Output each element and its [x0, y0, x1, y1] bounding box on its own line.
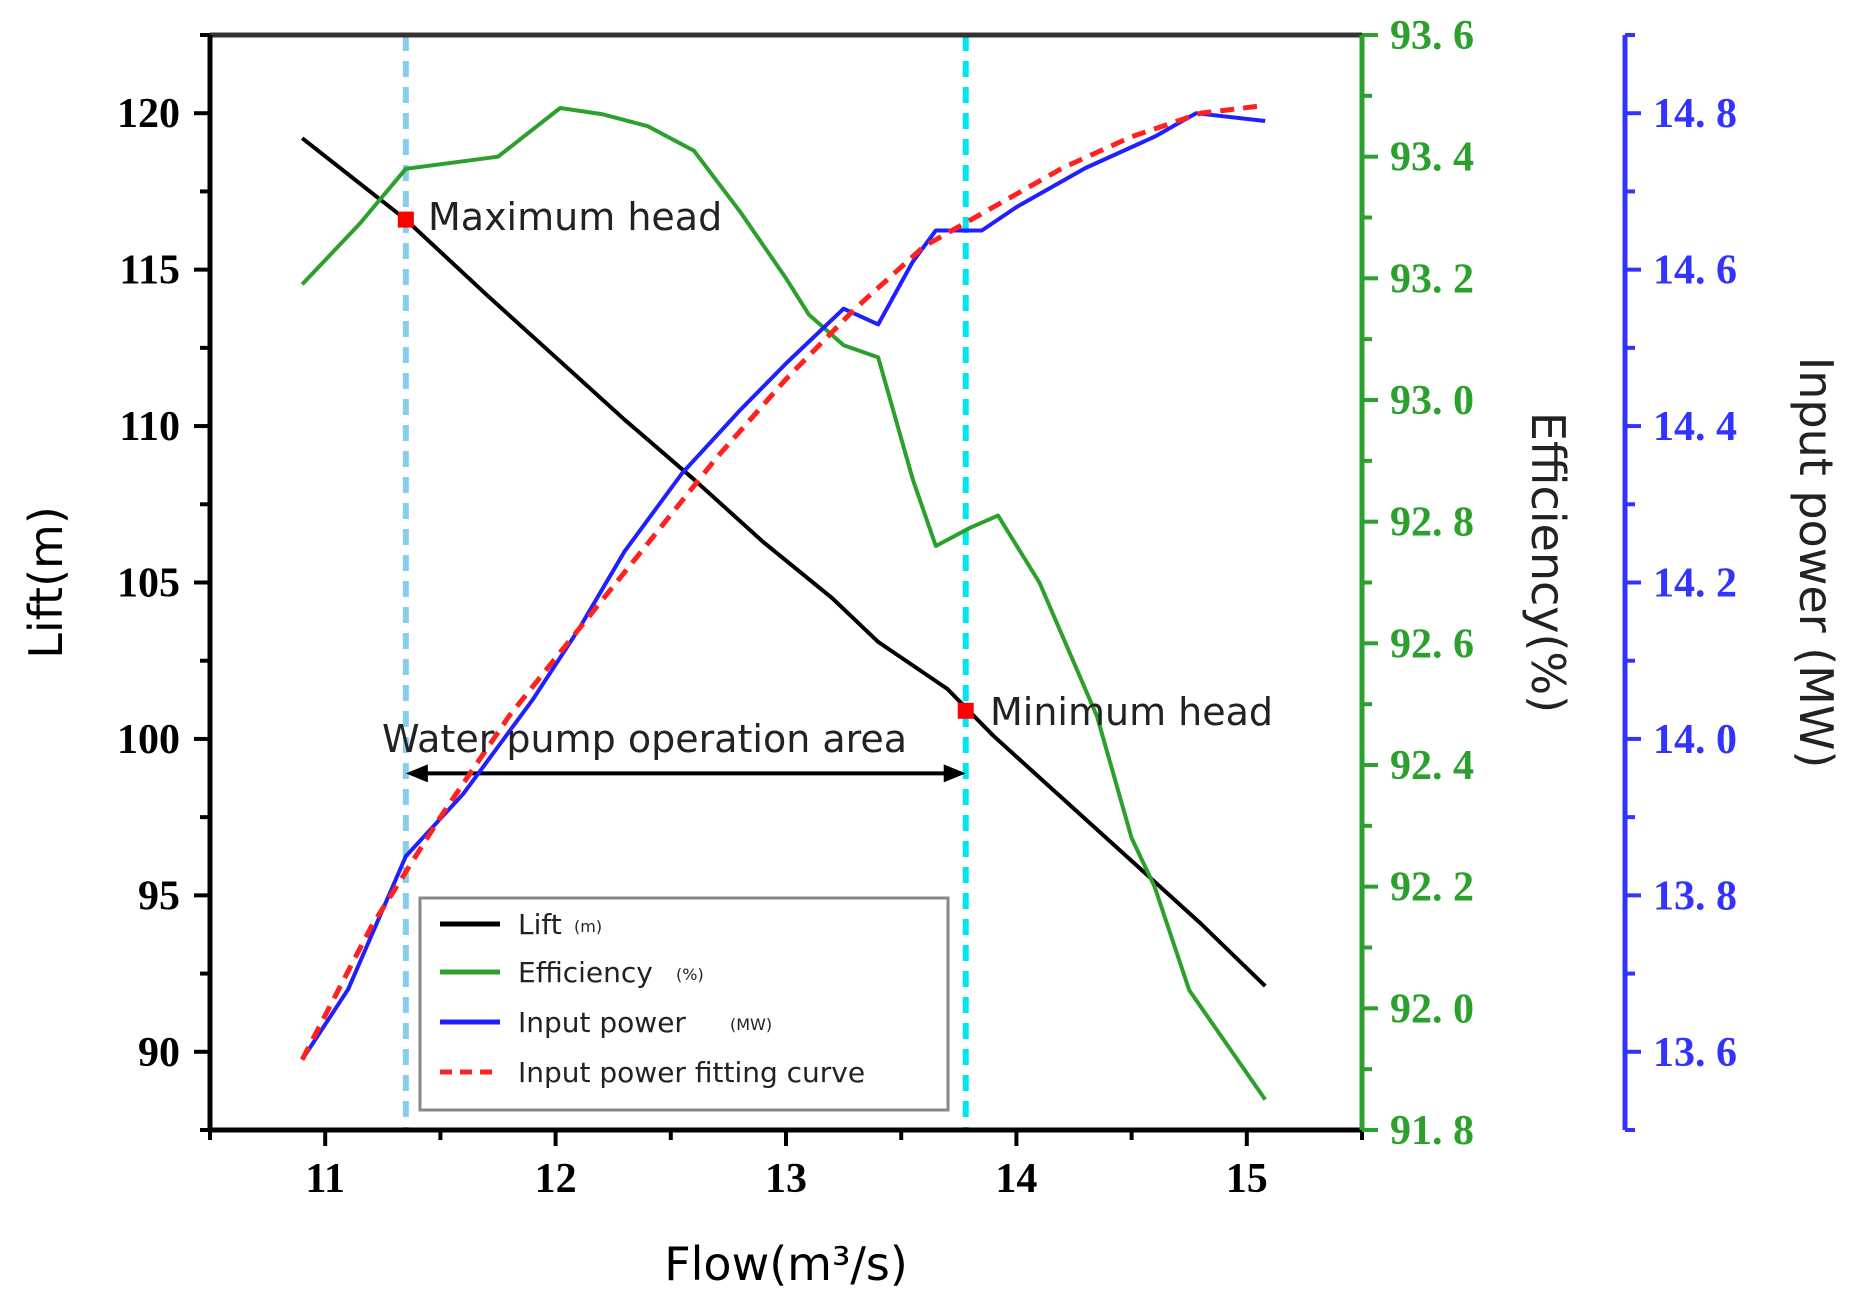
minimum-head-marker: [957, 702, 974, 719]
legend-label-fitting-curve: Input power fitting curve: [518, 1056, 865, 1089]
efficiency-axis-title: Efficiency(%): [1521, 412, 1575, 713]
data-series: [299, 102, 1267, 1101]
lift-tick-label: 120: [117, 91, 180, 137]
x-tick-label: 12: [535, 1156, 577, 1202]
efficiency-line: [300, 106, 1267, 1101]
lift-tick-label: 100: [117, 717, 180, 763]
legend-unit-input-power: (MW): [730, 1015, 772, 1034]
x-axis-title: Flow(m³/s): [664, 1237, 908, 1291]
efficiency-tick-label: 92. 6: [1390, 621, 1474, 667]
power-tick-label: 14. 0: [1653, 717, 1737, 763]
annotations: Maximum head Minimum head Water pump ope…: [382, 195, 1273, 761]
lift-tick-label: 95: [138, 873, 180, 919]
efficiency-tick-label: 92. 2: [1390, 865, 1474, 911]
lift-line: [300, 136, 1267, 988]
power-axis-title: Input power (MW): [1789, 357, 1843, 769]
lift-tick-label: 105: [117, 561, 180, 607]
input-power-line: [300, 111, 1266, 1061]
legend-label-input-power: Input power: [518, 1006, 686, 1039]
fitting-curve-line: [299, 102, 1266, 1061]
efficiency-tick-label: 93. 4: [1390, 135, 1474, 181]
operation-area-label: Water pump operation area: [382, 717, 907, 761]
efficiency-tick-label: 93. 0: [1390, 378, 1474, 424]
power-tick-label: 14. 8: [1653, 91, 1737, 137]
efficiency-tick-label: 92. 4: [1390, 743, 1474, 789]
x-tick-label: 13: [765, 1156, 807, 1202]
lift-tick-label: 115: [119, 248, 180, 294]
minimum-head-label: Minimum head: [990, 690, 1273, 734]
maximum-head-label: Maximum head: [428, 195, 722, 239]
lift-tick-label: 110: [119, 404, 180, 450]
power-tick-label: 14. 4: [1653, 404, 1737, 450]
operation-area-arrowhead-left: [405, 764, 428, 783]
legend-label-efficiency: Efficiency: [518, 956, 653, 989]
power-tick-label: 14. 6: [1653, 248, 1737, 294]
x-tick-label: 15: [1226, 1156, 1268, 1202]
axes: 11 12 13 14 15 Flow(m³/s) 90 95 100 105 110 115 120 L…: [19, 13, 1843, 1291]
legend-box: [418, 896, 950, 1112]
lift-axis-title: Lift(m): [19, 506, 73, 659]
x-tick-label: 11: [305, 1156, 345, 1202]
maximum-head-marker: [397, 211, 414, 228]
legend-label-lift: Lift: [518, 908, 562, 941]
markers: [397, 211, 974, 719]
efficiency-tick-label: 93. 2: [1390, 256, 1474, 302]
legend: Lift (m) Efficiency (%) Input power (MW)…: [418, 896, 950, 1112]
power-tick-label: 13. 8: [1653, 873, 1737, 919]
efficiency-tick-label: 92. 8: [1390, 500, 1474, 546]
power-tick-label: 14. 2: [1653, 561, 1737, 607]
legend-unit-efficiency: (%): [676, 965, 704, 984]
x-tick-label: 14: [995, 1156, 1037, 1202]
efficiency-tick-label: 91. 8: [1390, 1108, 1474, 1154]
efficiency-tick-label: 93. 6: [1390, 13, 1474, 59]
power-tick-label: 13. 6: [1653, 1030, 1737, 1076]
legend-unit-lift: (m): [574, 917, 602, 936]
efficiency-tick-label: 92. 0: [1390, 986, 1474, 1032]
lift-tick-label: 90: [138, 1030, 180, 1076]
operation-area-arrowhead-right: [943, 764, 966, 783]
